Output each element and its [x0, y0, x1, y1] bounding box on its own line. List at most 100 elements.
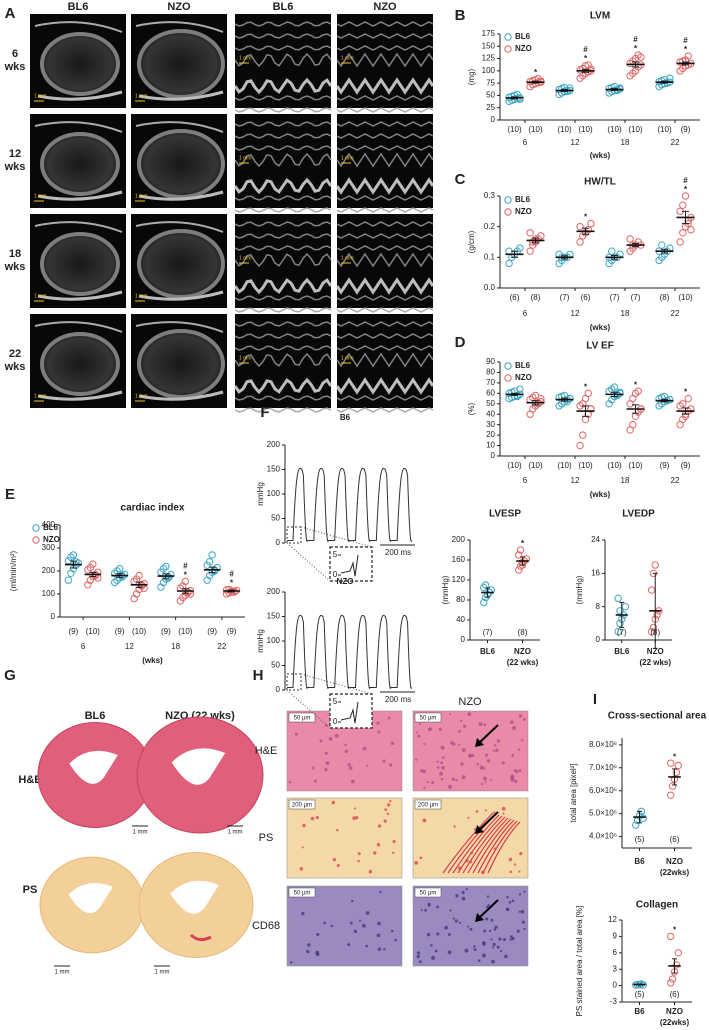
nucleus — [354, 807, 357, 810]
nucleus — [344, 749, 348, 754]
inset-source — [286, 526, 302, 544]
n-label: (7) — [610, 293, 620, 302]
nucleus — [423, 742, 426, 746]
nucleus — [422, 818, 427, 823]
inset-guide — [300, 673, 373, 695]
heart-lumen — [68, 883, 113, 914]
echo-wall — [34, 21, 123, 33]
nucleus — [365, 944, 368, 948]
data-point — [608, 247, 616, 255]
scale-label: 1 mm — [341, 255, 354, 261]
echo-heart — [137, 229, 225, 299]
mmode-band — [336, 45, 434, 51]
mmode-band — [234, 133, 332, 139]
data-point — [537, 232, 545, 240]
n-label: (10) — [86, 627, 101, 636]
data-point — [181, 577, 190, 586]
chart-title: HW/TL — [584, 177, 616, 188]
mmode-band — [234, 307, 332, 313]
nucleus — [513, 863, 517, 866]
nucleus — [485, 917, 489, 921]
y-tick-label: 120 — [452, 575, 466, 584]
panel-letter: G — [4, 667, 16, 684]
nucleus — [436, 766, 440, 769]
nucleus — [484, 809, 487, 812]
row-label: CD68 — [252, 920, 280, 932]
data-point — [64, 576, 73, 584]
mmode-band — [234, 321, 332, 327]
data-point — [679, 400, 687, 408]
data-point — [649, 623, 658, 632]
nucleus — [463, 724, 467, 728]
data-point — [159, 565, 168, 573]
x-tick-label: NZO — [647, 647, 664, 656]
nucleus — [383, 819, 387, 823]
nucleus — [382, 759, 386, 763]
nucleus — [511, 753, 515, 757]
nucleus — [316, 932, 320, 936]
y-axis-label: (ml/min/m²) — [9, 550, 18, 591]
n-label: (9) — [681, 461, 691, 470]
nucleus — [465, 887, 468, 891]
significance: # — [633, 35, 638, 44]
x-axis-label: (wks) — [590, 490, 611, 499]
nucleus — [460, 762, 464, 766]
legend-marker — [504, 362, 512, 370]
nucleus — [290, 961, 293, 964]
y-axis-label: total area [pixel²] — [569, 763, 578, 822]
nucleus — [453, 825, 456, 828]
nucleus — [473, 948, 477, 952]
panel-letter: E — [5, 486, 15, 503]
nucleus — [518, 769, 522, 773]
nucleus — [514, 769, 519, 774]
data-point — [505, 259, 513, 268]
echo-wall — [138, 190, 224, 201]
x-tick-label: B6 — [634, 857, 645, 866]
nucleus — [492, 946, 495, 949]
nucleus — [476, 763, 479, 766]
y-tick-label: 60 — [486, 388, 495, 397]
nucleus — [447, 933, 451, 936]
y-tick-label: 400 — [42, 520, 56, 529]
y-tick-label: 12 — [608, 915, 617, 924]
scale-box — [414, 887, 442, 898]
nucleus — [392, 839, 396, 844]
x-tick-label: 22 — [671, 138, 680, 147]
echo-wall — [135, 321, 224, 333]
echo-wall — [34, 321, 123, 333]
chart-title: LVM — [590, 11, 610, 22]
y-axis-label: mmHg — [256, 629, 265, 653]
x-tick-label: 22 — [671, 476, 680, 485]
scale-label: 1 mm — [133, 830, 148, 836]
nucleus — [351, 899, 354, 903]
nucleus — [439, 771, 444, 776]
mmode-band — [234, 107, 332, 113]
mmode-band — [336, 207, 434, 213]
panel-letter: A — [5, 5, 16, 22]
data-point — [179, 593, 187, 602]
mmode-band — [234, 407, 332, 413]
nucleus — [311, 766, 315, 770]
nucleus — [310, 816, 315, 821]
panel-letter: C — [455, 171, 466, 188]
nucleus — [449, 713, 452, 716]
data-point — [681, 192, 690, 200]
nucleus — [302, 823, 306, 828]
mmode-band — [234, 207, 332, 213]
column-header: NZO — [167, 1, 191, 13]
nucleus — [495, 748, 499, 752]
scale-label: 50 µm — [420, 716, 437, 722]
nucleus — [459, 719, 463, 722]
nucleus — [471, 754, 475, 758]
scale-label: 1 mm — [239, 255, 252, 261]
y-tick-label: 80 — [486, 368, 495, 377]
mmode-band — [234, 121, 332, 127]
echo-heart — [40, 232, 120, 296]
data-point — [576, 441, 584, 450]
mmode-band — [233, 77, 333, 95]
y-tick-label: 150 — [267, 612, 281, 621]
nucleus — [355, 816, 359, 820]
nucleus — [359, 919, 362, 922]
x-tick-label: 12 — [571, 309, 580, 318]
